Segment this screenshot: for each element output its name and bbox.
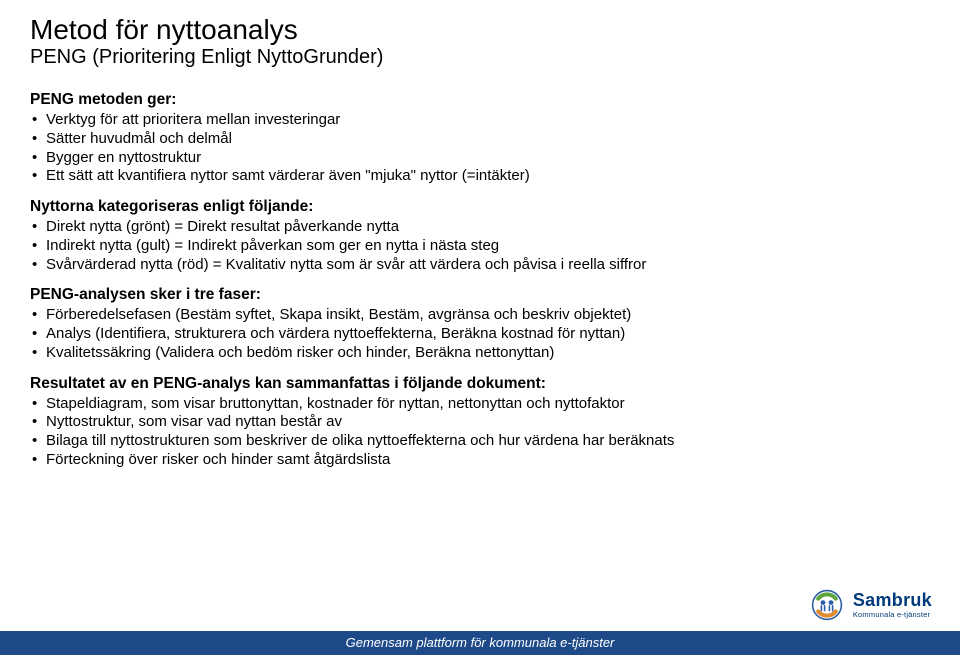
list-item: Nyttostruktur, som visar vad nyttan best… bbox=[30, 413, 930, 432]
bullet-list: Direkt nytta (grönt) = Direkt resultat p… bbox=[30, 218, 930, 274]
list-item: Stapeldiagram, som visar bruttonyttan, k… bbox=[30, 395, 930, 414]
section-heading: PENG-analysen sker i tre faser: bbox=[30, 286, 930, 304]
list-item: Bilaga till nyttostrukturen som beskrive… bbox=[30, 432, 930, 451]
section-heading: PENG metoden ger: bbox=[30, 91, 930, 109]
logo: Sambruk Kommunala e-tjänster bbox=[807, 585, 932, 625]
list-item: Förberedelsefasen (Bestäm syftet, Skapa … bbox=[30, 306, 930, 325]
section-heading: Resultatet av en PENG-analys kan sammanf… bbox=[30, 375, 930, 393]
logo-name: Sambruk bbox=[853, 591, 932, 609]
bullet-list: Förberedelsefasen (Bestäm syftet, Skapa … bbox=[30, 306, 930, 362]
sambruk-logo-icon bbox=[807, 585, 847, 625]
list-item: Analys (Identifiera, strukturera och vär… bbox=[30, 325, 930, 344]
footer-bar: Gemensam plattform för kommunala e-tjäns… bbox=[0, 631, 960, 655]
list-item: Indirekt nytta (gult) = Indirekt påverka… bbox=[30, 237, 930, 256]
slide: Metod för nyttoanalys PENG (Prioritering… bbox=[0, 0, 960, 655]
list-item: Direkt nytta (grönt) = Direkt resultat p… bbox=[30, 218, 930, 237]
bullet-list: Verktyg för att prioritera mellan invest… bbox=[30, 111, 930, 186]
list-item: Verktyg för att prioritera mellan invest… bbox=[30, 111, 930, 130]
slide-subtitle: PENG (Prioritering Enligt NyttoGrunder) bbox=[30, 46, 930, 69]
list-item: Sätter huvudmål och delmål bbox=[30, 130, 930, 149]
list-item: Kvalitetssäkring (Validera och bedöm ris… bbox=[30, 344, 930, 363]
list-item: Svårvärderad nytta (röd) = Kvalitativ ny… bbox=[30, 256, 930, 275]
list-item: Bygger en nyttostruktur bbox=[30, 149, 930, 168]
slide-title: Metod för nyttoanalys bbox=[30, 14, 930, 46]
bullet-list: Stapeldiagram, som visar bruttonyttan, k… bbox=[30, 395, 930, 470]
logo-tagline: Kommunala e-tjänster bbox=[853, 611, 932, 619]
logo-text-block: Sambruk Kommunala e-tjänster bbox=[853, 591, 932, 619]
list-item: Ett sätt att kvantifiera nyttor samt vär… bbox=[30, 167, 930, 186]
footer-text: Gemensam plattform för kommunala e-tjäns… bbox=[346, 635, 615, 650]
section-heading: Nyttorna kategoriseras enligt följande: bbox=[30, 198, 930, 216]
list-item: Förteckning över risker och hinder samt … bbox=[30, 451, 930, 470]
